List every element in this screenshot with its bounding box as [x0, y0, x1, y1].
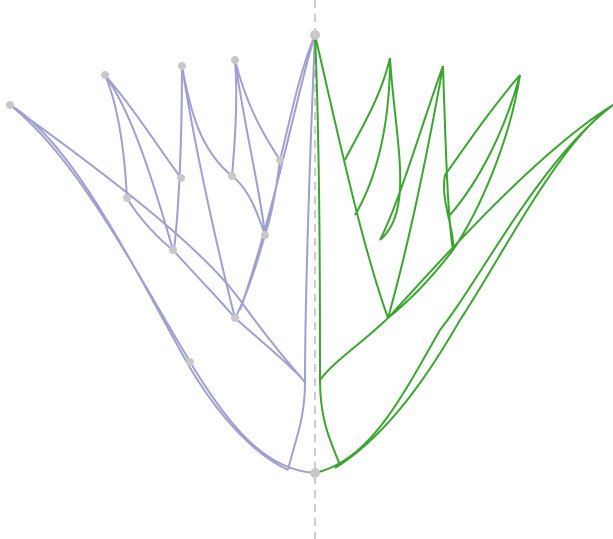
- branch: [345, 58, 390, 160]
- branch: [315, 35, 388, 318]
- branch: [355, 58, 390, 215]
- node: [123, 194, 131, 202]
- branch: [10, 105, 315, 473]
- branch: [450, 75, 520, 215]
- branch: [235, 60, 280, 160]
- node: [231, 56, 239, 64]
- branch: [105, 75, 173, 250]
- branch: [182, 66, 265, 235]
- branch: [105, 75, 305, 382]
- node: [310, 30, 320, 40]
- branch: [105, 75, 181, 178]
- branch: [388, 66, 443, 318]
- nodes: [6, 30, 320, 478]
- branch: [388, 75, 520, 318]
- branch: [444, 75, 520, 250]
- node: [177, 174, 185, 182]
- node: [178, 62, 186, 70]
- node: [276, 156, 284, 164]
- branch: [174, 66, 182, 250]
- page: {}: [0, 0, 613, 539]
- node: [6, 101, 14, 109]
- node: [310, 468, 320, 478]
- green-tree: [315, 35, 613, 473]
- node: [186, 358, 194, 366]
- branch: [443, 66, 453, 250]
- trunk: [315, 35, 340, 465]
- trunk: [288, 35, 315, 470]
- node: [231, 314, 239, 322]
- node: [101, 71, 109, 79]
- node: [261, 231, 269, 239]
- branch: [315, 105, 613, 473]
- tree-diagram: [0, 0, 613, 539]
- node: [228, 172, 236, 180]
- node: [169, 246, 177, 254]
- purple-tree: [10, 35, 315, 473]
- branch: [232, 60, 236, 176]
- branch: [10, 105, 288, 470]
